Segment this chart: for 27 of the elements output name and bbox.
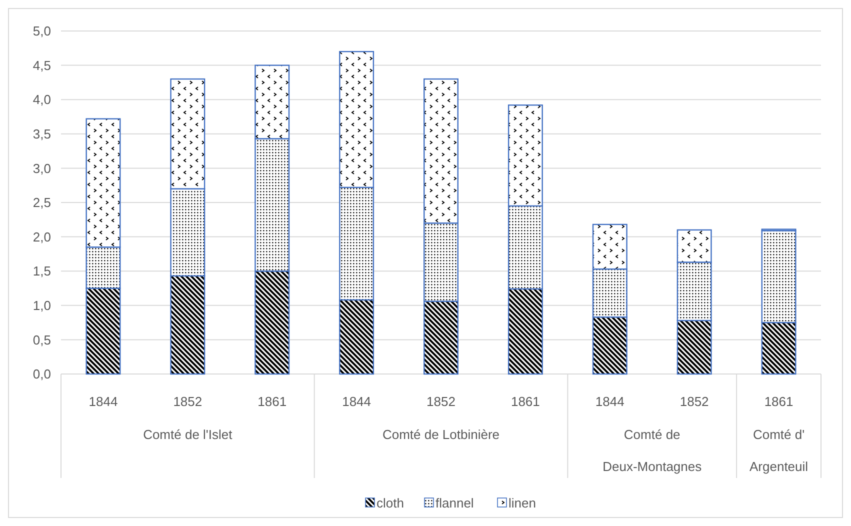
x-tick-label: 1852 — [426, 394, 456, 409]
x-tick-label: 1861 — [764, 394, 794, 409]
x-tick-label: 1844 — [88, 394, 118, 409]
y-tick-label: 0,5 — [32, 332, 51, 348]
x-tick-label: 1844 — [342, 394, 372, 409]
y-tick-label: 3,0 — [32, 160, 51, 176]
y-tick-label: 5,0 — [32, 24, 51, 39]
legend-label: cloth — [376, 496, 404, 511]
x-tick-label: 1844 — [595, 394, 624, 409]
y-tick-label: 3,5 — [32, 126, 51, 142]
text: Comté de l'Islet — [143, 427, 233, 442]
x-tick-label: 1852 — [173, 394, 202, 409]
legend-label: flannel — [436, 496, 474, 511]
y-tick-label: 1,5 — [32, 264, 51, 279]
text: Comté de Lotbinière — [382, 427, 500, 442]
text: Comté d' Argenteuil — [750, 427, 808, 474]
y-tick-label: 4,5 — [32, 58, 51, 73]
y-tick-label: 2,5 — [32, 195, 51, 210]
y-tick-label: 4,0 — [32, 92, 51, 108]
y-tick-label: 1,0 — [32, 298, 51, 313]
y-tick-label: 0,0 — [32, 366, 51, 382]
x-tick-label: 1861 — [258, 394, 287, 409]
x-tick-label: 1861 — [510, 394, 540, 409]
y-tick-label: 2,0 — [32, 229, 51, 244]
text: Comté de Deux-Montagnes — [602, 427, 702, 474]
legend-label: linen — [508, 496, 536, 511]
x-tick-label: 1852 — [680, 394, 709, 409]
